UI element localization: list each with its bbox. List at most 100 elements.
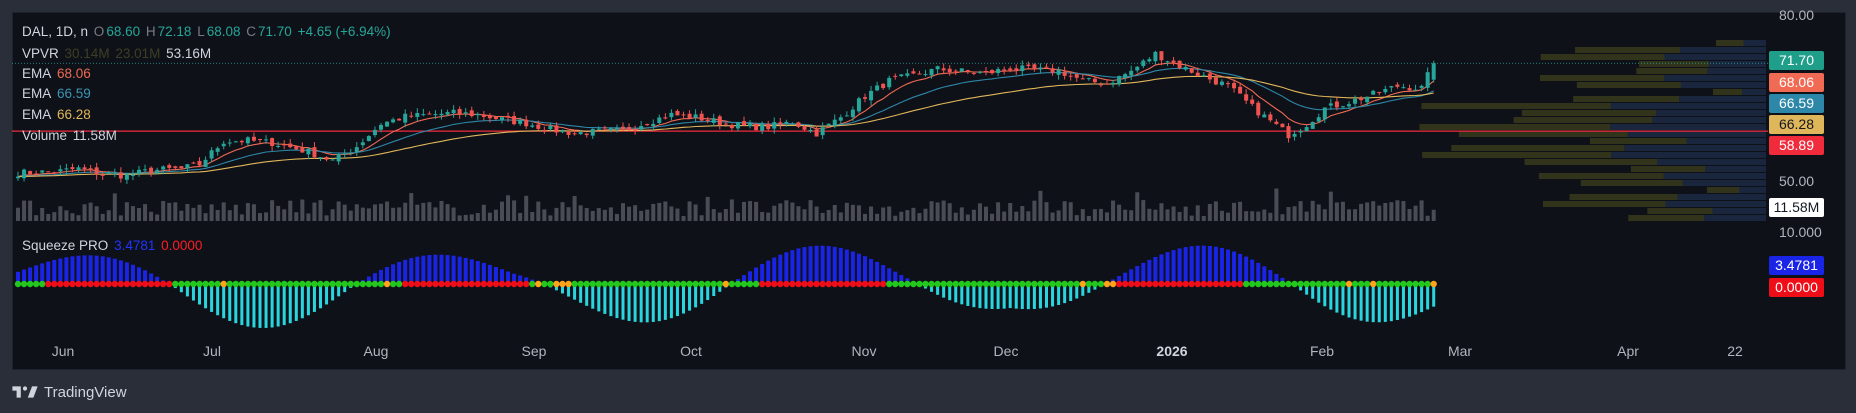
candle-body [251, 136, 256, 141]
squeeze-dot [1007, 280, 1014, 288]
candle-body [1359, 97, 1364, 101]
squeeze-bar [585, 284, 589, 306]
squeeze-bar [124, 262, 129, 284]
squeeze-dot [892, 280, 899, 288]
squeeze-dot [111, 280, 119, 288]
vpvr-bar [1422, 152, 1612, 158]
candle-body [155, 169, 160, 174]
volume-bar [403, 202, 408, 221]
volume-bar [409, 193, 414, 221]
volume-bar [645, 209, 650, 221]
vpvr-bar [1656, 110, 1766, 116]
squeeze-dot [1212, 280, 1220, 288]
volume-bar [306, 213, 311, 221]
ema1-tag: 68.06 [1769, 73, 1824, 92]
squeeze-dot [1303, 280, 1310, 288]
volume-axis-label: 10.000 [1779, 224, 1822, 240]
squeeze-dot [789, 280, 796, 288]
squeeze-dot [371, 280, 379, 288]
vpvr-bar [1630, 166, 1706, 172]
volume-legend[interactable]: Volume 11.58M [22, 128, 119, 144]
volume-bar [1117, 204, 1122, 221]
squeeze-dot [777, 280, 784, 288]
squeeze-dot [250, 280, 258, 288]
volume-bar [433, 207, 438, 221]
volume-bar [536, 201, 541, 221]
open-label: O [93, 24, 105, 39]
candle-body [1419, 85, 1424, 88]
ema-legend-3[interactable]: EMA 66.28 [22, 107, 93, 123]
ema1-value: 68.06 [57, 66, 91, 81]
squeeze-dot [1188, 280, 1195, 288]
squeeze-bar [850, 251, 855, 284]
squeeze-dot [135, 280, 143, 288]
ema-legend-1[interactable]: EMA 68.06 [22, 66, 93, 82]
squeeze-bar [748, 271, 753, 284]
candle-body [760, 123, 765, 131]
volume-bar [729, 199, 734, 221]
candle-body [887, 77, 892, 88]
squeeze-bar [1432, 284, 1436, 307]
squeeze-bar [579, 284, 583, 303]
candle-body [1213, 77, 1218, 85]
vpvr-bar [1664, 54, 1766, 60]
volume-bar [1322, 209, 1327, 221]
candle-body [1262, 114, 1267, 118]
squeeze-dot [1279, 280, 1286, 288]
squeeze-dot [377, 280, 385, 288]
squeeze-dot [1267, 280, 1274, 288]
candle-body [16, 176, 20, 179]
squeeze-dot [1146, 280, 1153, 288]
vpvr-legend[interactable]: VPVR 30.14M 23.01M 53.16M [22, 46, 213, 62]
vpvr-bar [1521, 110, 1657, 116]
volume-bar [814, 206, 819, 221]
squeeze-dot [383, 280, 391, 288]
squeeze-legend[interactable]: Squeeze PRO 3.4781 0.0000 [22, 238, 204, 254]
candle-body [106, 172, 111, 174]
squeeze-bar [754, 267, 759, 284]
candle-body [1286, 126, 1291, 139]
volume-bar [487, 212, 492, 221]
volume-bar [34, 215, 39, 221]
ema-legend-2[interactable]: EMA 66.59 [22, 86, 93, 102]
volume-bar [397, 207, 402, 221]
price-label-80: 80.00 [1779, 7, 1815, 23]
volume-bar [106, 210, 111, 221]
tradingview-branding[interactable]: TradingView [12, 381, 127, 403]
squeeze-dot [1351, 280, 1359, 288]
squeeze-dot [63, 280, 70, 288]
squeeze-dot [1109, 280, 1117, 288]
candle-body [324, 156, 329, 160]
ema-fast-line [17, 62, 1435, 178]
squeeze-dot [1121, 280, 1129, 288]
squeeze-dot [722, 280, 730, 288]
candle-body [772, 122, 777, 129]
volume-bar [669, 206, 674, 221]
squeeze-dot [595, 280, 602, 288]
candle-body [1171, 60, 1176, 63]
candle-body [397, 118, 402, 121]
volume-bar [1038, 190, 1043, 221]
volume-bar [1292, 206, 1297, 221]
squeeze-dot [1273, 280, 1280, 288]
squeeze-dot [625, 280, 633, 288]
volume-bar [46, 213, 51, 221]
candle-body [923, 74, 928, 76]
volume-bar [1340, 201, 1345, 221]
candle-body [814, 129, 819, 137]
squeeze-dot [801, 280, 808, 288]
month-label-22: 22 [1727, 343, 1743, 359]
volume-bar [657, 202, 662, 221]
squeeze-dot [1091, 280, 1099, 288]
volume-bar [258, 213, 262, 221]
squeeze-bar [1377, 284, 1381, 323]
candle-body [1395, 84, 1400, 87]
candles [16, 50, 1436, 184]
squeeze-bar [1420, 284, 1424, 313]
squeeze-value-1: 3.4781 [114, 238, 156, 253]
squeeze-dot [317, 280, 324, 288]
volume-label: Volume [22, 128, 68, 143]
squeeze-bar [772, 257, 777, 284]
squeeze-bar [300, 284, 304, 319]
